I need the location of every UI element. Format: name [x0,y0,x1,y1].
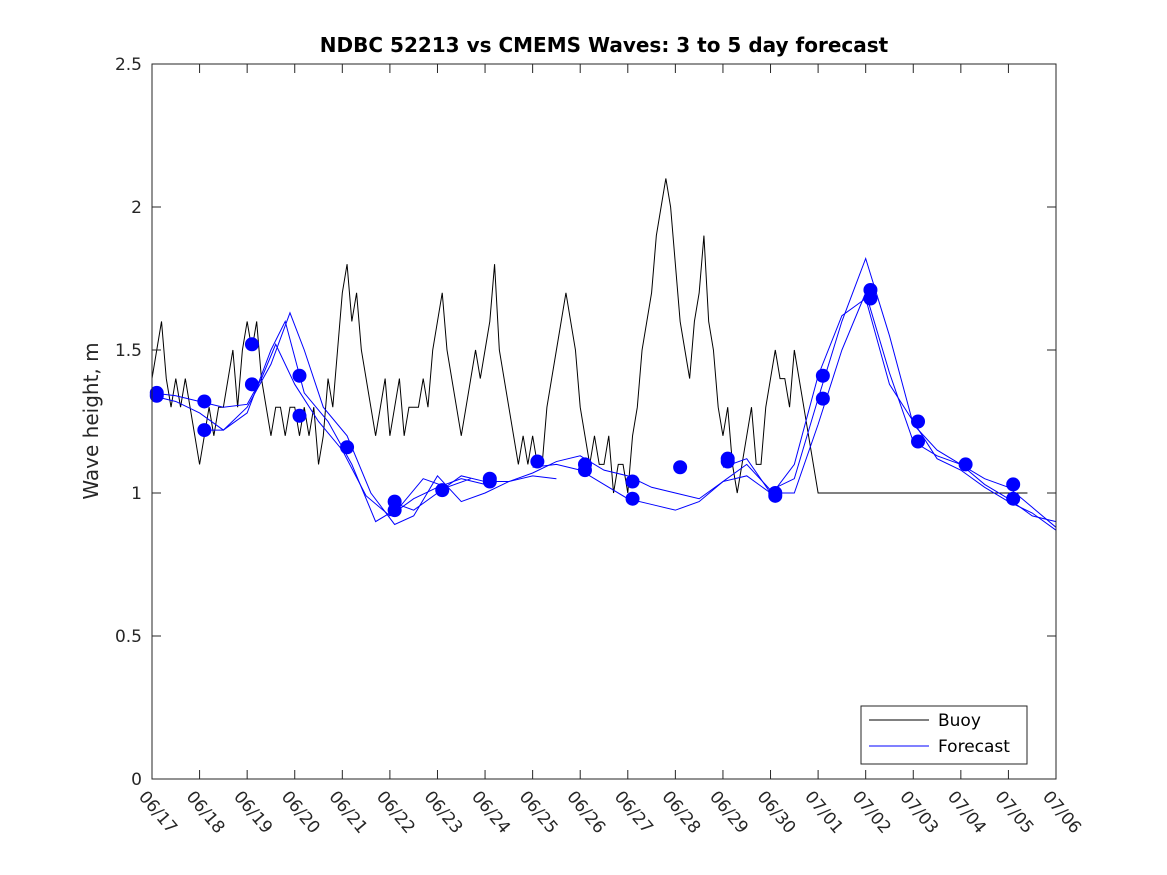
forecast-point [720,454,735,469]
y-tick-label: 0 [131,770,142,790]
forecast-point [577,463,592,478]
forecast-point [911,414,926,429]
legend-label-forecast: Forecast [938,737,1010,757]
forecast-point [1006,491,1021,506]
y-tick-label: 0.5 [115,627,142,647]
plot-area [149,178,1057,531]
forecast-point [958,457,973,472]
forecast-point [244,377,259,392]
forecast-point [244,337,259,352]
y-tick-label: 1.5 [115,341,142,361]
forecast-series-line [199,311,557,526]
y-tick-label: 2 [131,198,142,218]
forecast-point [197,423,212,438]
forecast-point [149,385,164,400]
chart-title: NDBC 52213 vs CMEMS Waves: 3 to 5 day fo… [320,33,889,57]
legend: Buoy Forecast [860,705,1028,765]
forecast-series-line [389,455,771,511]
y-tick-label: 1 [131,484,142,504]
forecast-series-line [151,319,471,523]
forecast-point [863,291,878,306]
forecast-series-line [151,343,486,517]
forecast-point [387,503,402,518]
forecast-point [292,368,307,383]
forecast-point [340,440,355,455]
forecast-series-line [532,256,1057,523]
forecast-point [292,408,307,423]
forecast-point [1006,477,1021,492]
axes-frame [151,63,1057,780]
forecast-point [673,460,688,475]
legend-label-buoy: Buoy [938,711,981,731]
forecast-point [911,434,926,449]
y-axis-label: Wave height, m [79,342,103,499]
forecast-point [435,483,450,498]
forecast-point [625,474,640,489]
forecast-point [482,474,497,489]
legend-box [860,705,1028,765]
forecast-point [815,368,830,383]
forecast-point [197,394,212,409]
forecast-point [768,488,783,503]
y-tick-label: 2.5 [115,55,142,75]
forecast-point [530,454,545,469]
forecast-point [625,491,640,506]
forecast-point [815,391,830,406]
y-axis: 0 0.5 1 1.5 2 2.5 [115,55,1056,790]
